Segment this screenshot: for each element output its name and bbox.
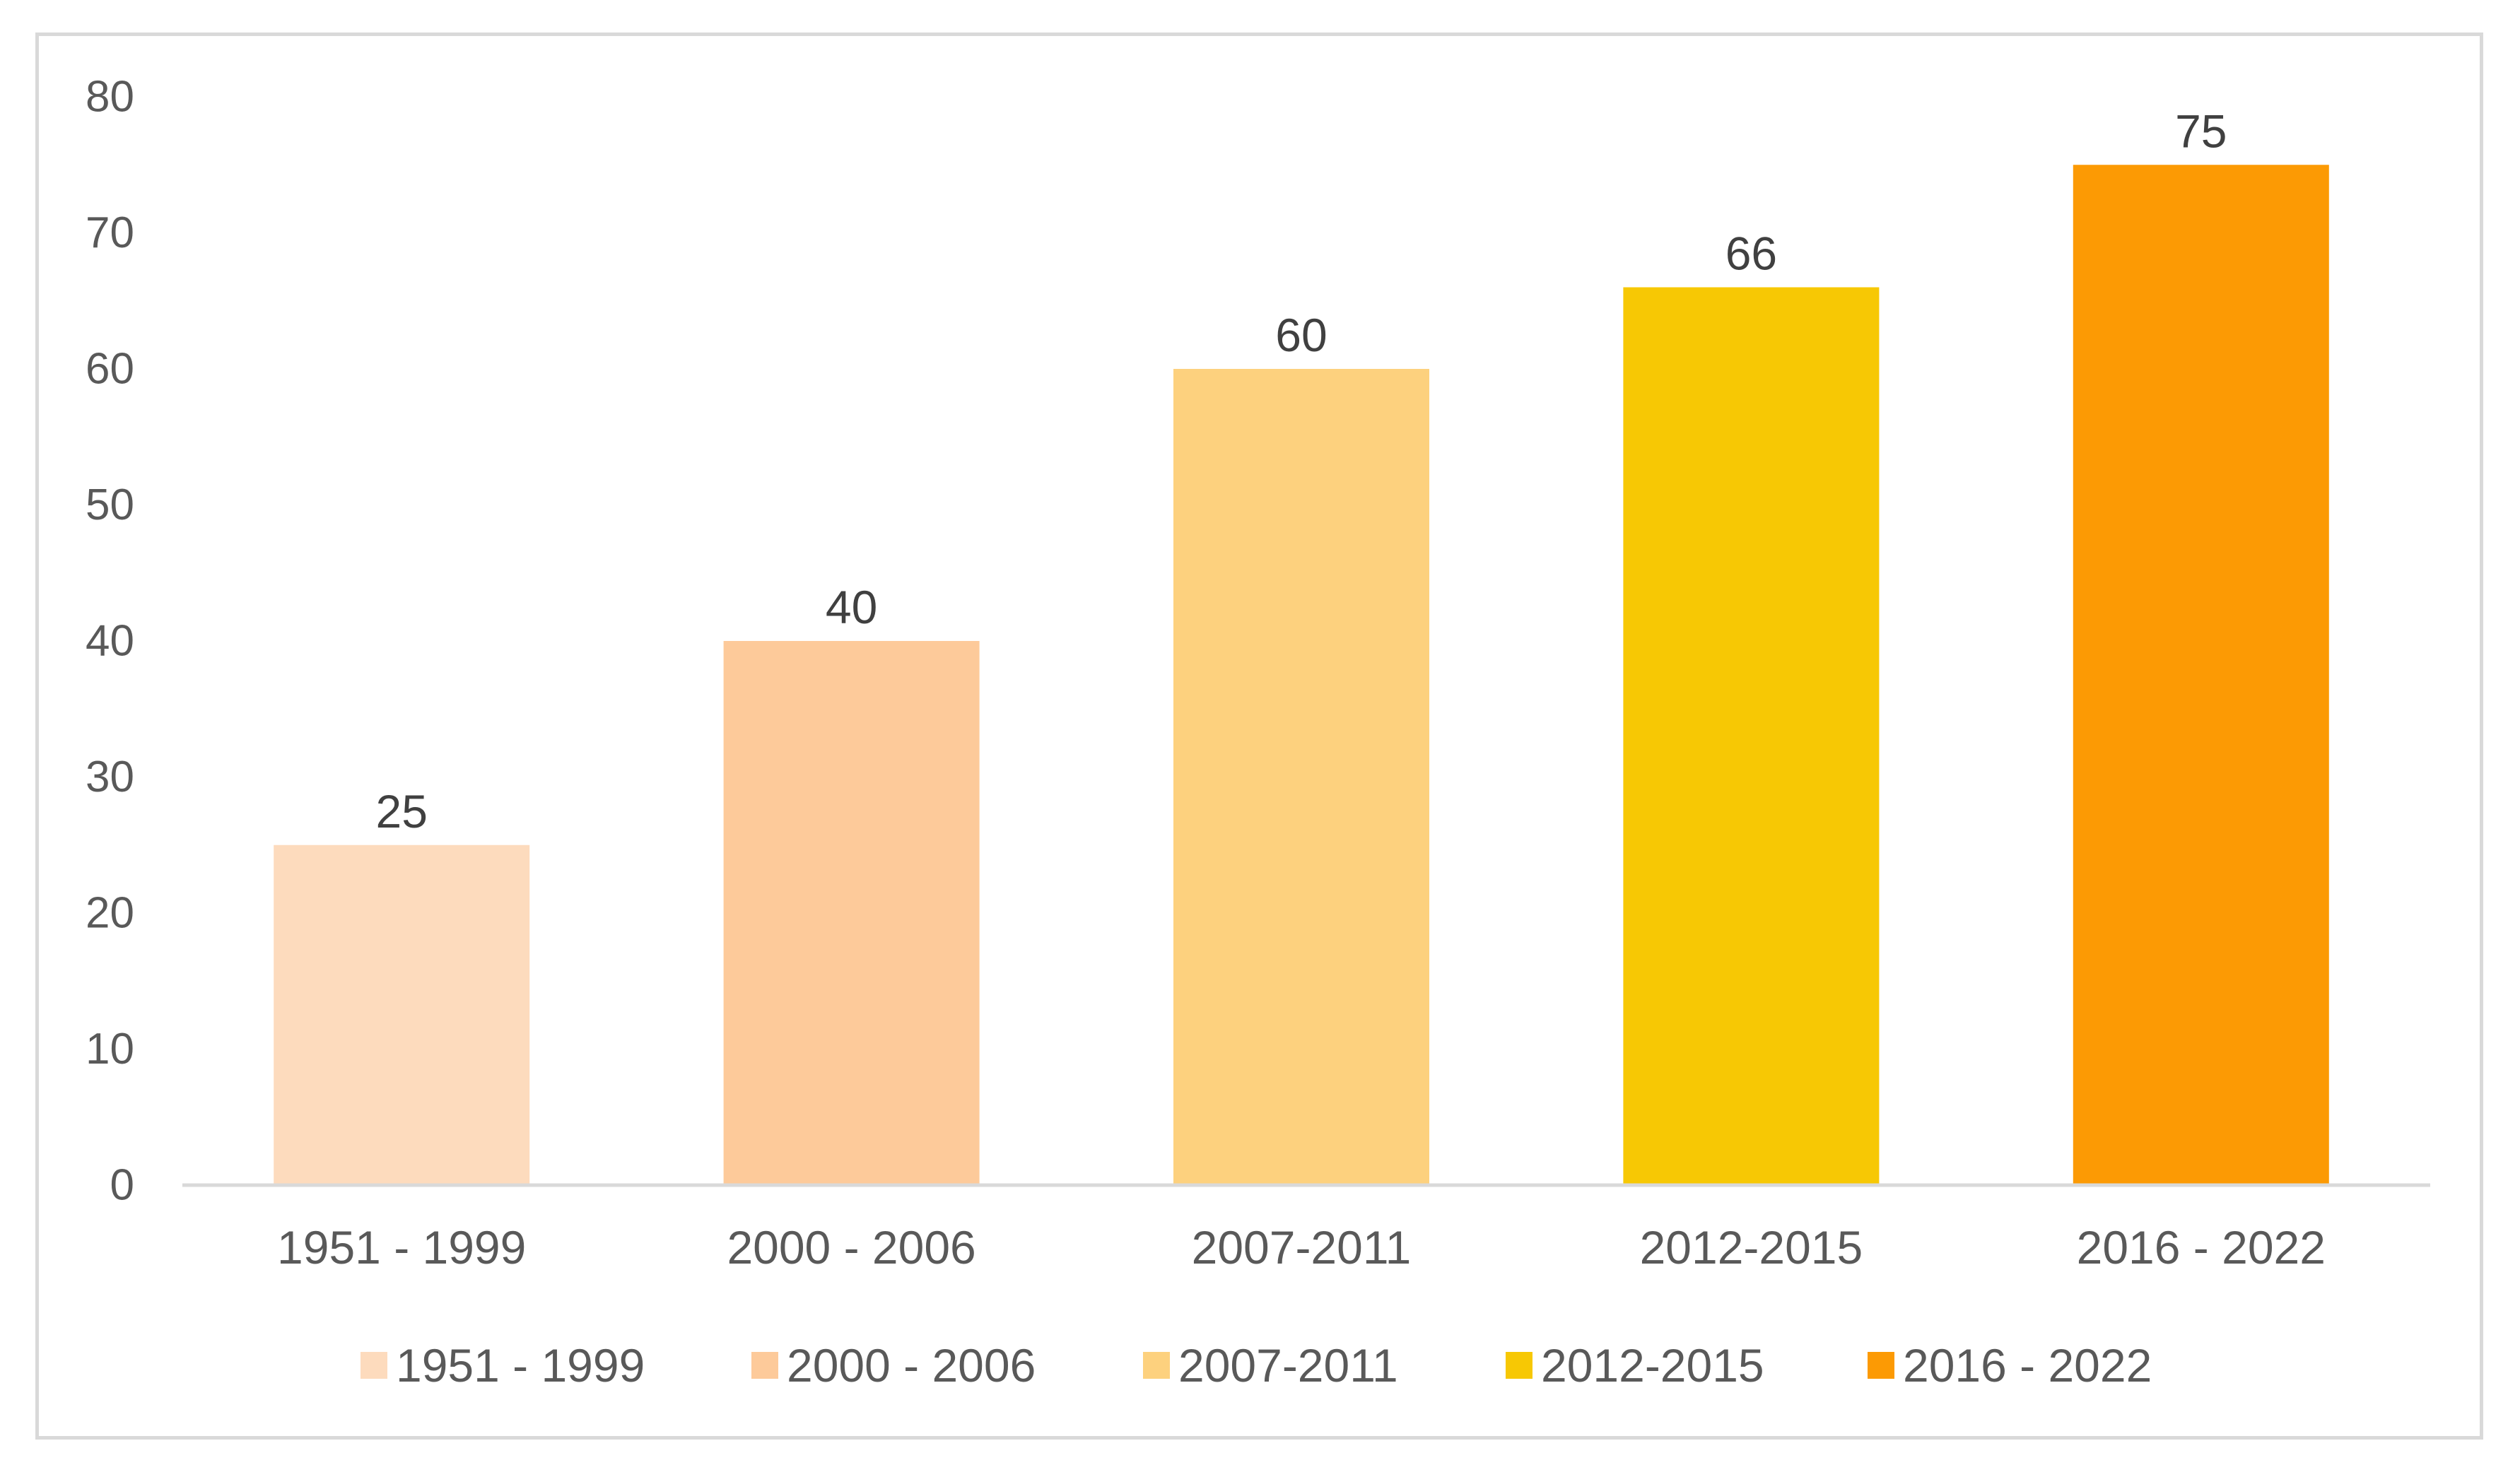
- y-tick-label: 10: [86, 1025, 134, 1073]
- legend-swatch: [751, 1352, 778, 1379]
- y-axis-ticks: 0 10 20 30 40 50 60 70 80: [86, 73, 134, 1210]
- bar: [274, 845, 530, 1185]
- legend-label: 2007-2011: [1178, 1339, 1398, 1391]
- y-tick-label: 20: [86, 889, 134, 938]
- legend-label: 2000 - 2006: [787, 1339, 1036, 1391]
- y-tick-label: 50: [86, 481, 134, 529]
- chart-frame: 0 10 20 30 40 50 60 70 80 25 40 60 66 75 1951 - 1999…: [35, 33, 2483, 1440]
- x-tick-label: 2007-2011: [1192, 1221, 1412, 1273]
- y-tick-label: 60: [86, 345, 134, 394]
- bar-chart: 0 10 20 30 40 50 60 70 80 25 40 60 66 75 1951 - 1999…: [86, 73, 2430, 1391]
- legend-swatch: [1143, 1352, 1170, 1379]
- data-label: 66: [1725, 228, 1777, 280]
- y-tick-label: 0: [110, 1161, 134, 1210]
- x-tick-label: 2016 - 2022: [2077, 1221, 2326, 1273]
- bar: [723, 641, 980, 1185]
- data-label: 60: [1275, 309, 1327, 361]
- x-axis-ticks: 1951 - 1999 2000 - 2006 2007-2011 2012-2015…: [277, 1221, 2326, 1273]
- legend-swatch: [361, 1352, 387, 1379]
- legend-swatch: [1506, 1352, 1532, 1379]
- y-tick-label: 70: [86, 208, 134, 257]
- data-label: 25: [375, 785, 427, 837]
- x-tick-label: 2000 - 2006: [727, 1221, 975, 1273]
- bars: [274, 165, 2329, 1185]
- legend-label: 2012-2015: [1541, 1339, 1764, 1391]
- data-labels: 25 40 60 66 75: [375, 105, 2227, 837]
- x-tick-label: 2012-2015: [1640, 1221, 1863, 1273]
- bar: [2073, 165, 2329, 1185]
- legend-label: 1951 - 1999: [396, 1339, 645, 1391]
- y-tick-label: 40: [86, 617, 134, 666]
- legend-label: 2016 - 2022: [1903, 1339, 2152, 1391]
- bar: [1173, 369, 1429, 1185]
- legend-swatch: [1868, 1352, 1894, 1379]
- legend: 1951 - 1999 2000 - 2006 2007-2011 2012-2015…: [361, 1339, 2152, 1391]
- y-tick-label: 30: [86, 753, 134, 801]
- y-tick-label: 80: [86, 73, 134, 122]
- data-label: 40: [826, 581, 877, 633]
- data-label: 75: [2175, 105, 2227, 157]
- bar: [1623, 287, 1880, 1185]
- x-tick-label: 1951 - 1999: [277, 1221, 526, 1273]
